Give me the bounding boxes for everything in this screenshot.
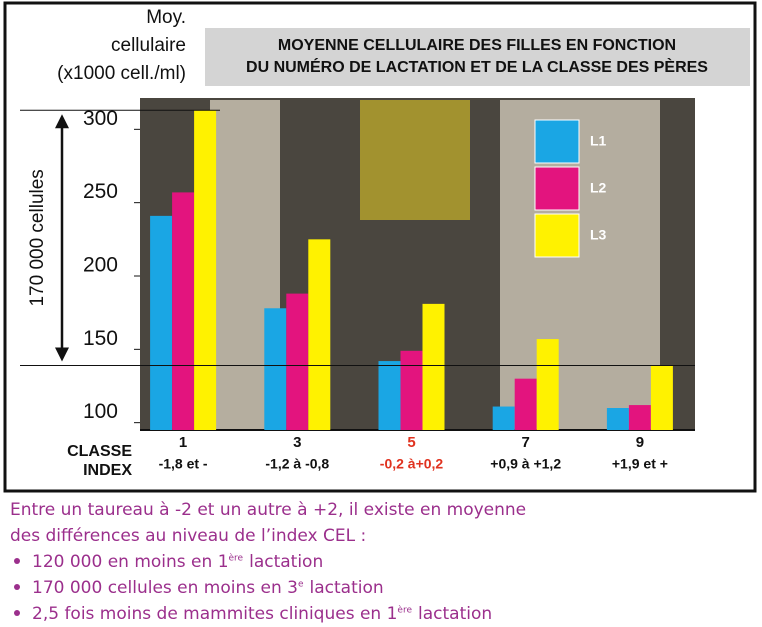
bar (422, 303, 445, 430)
bar (650, 365, 673, 430)
note-sup: ère (397, 605, 412, 616)
note-rest: lactation (309, 578, 384, 598)
legend-swatch (534, 213, 580, 258)
note-rest: lactation (418, 604, 493, 624)
bar (606, 408, 629, 430)
x-tick-label: 1 (179, 434, 187, 451)
bar (492, 406, 515, 430)
x-tick-label: 3 (293, 434, 301, 451)
note-text: 120 000 en moins en 1 (32, 552, 229, 572)
y-axis-label: cellulaire (111, 35, 186, 56)
photo-milking-unit (360, 100, 470, 220)
note-line: des différences au niveau de l’index CEL… (10, 526, 367, 546)
bar (628, 405, 651, 430)
x-tick-sublabel: -1,8 et - (159, 456, 208, 472)
x-tick-label: 7 (522, 434, 530, 451)
legend-label: L2 (590, 180, 607, 196)
chart-title: MOYENNE CELLULAIRE DES FILLES EN FONCTIO… (278, 37, 676, 54)
bar (172, 192, 195, 430)
bullet-dot (14, 583, 20, 590)
legend-swatch (534, 119, 580, 164)
x-tick-label: 9 (636, 434, 644, 451)
note-text: 170 000 cellules en moins en 3 (32, 578, 298, 598)
bar (286, 293, 309, 430)
note-bullet: 2,5 fois moins de mammites cliniques en … (12, 604, 492, 624)
note-rest: lactation (249, 552, 324, 572)
arrow-head (55, 114, 69, 129)
chart-title: DU NUMÉRO DE LACTATION ET DE LA CLASSE D… (246, 57, 708, 76)
x-axis-label: CLASSE (67, 443, 132, 460)
note-sup: e (297, 579, 304, 590)
bar (150, 215, 173, 430)
x-tick-sublabel: +0,9 à +1,2 (490, 456, 561, 472)
legend-swatch (534, 166, 580, 211)
title-box (205, 28, 750, 86)
chart: MOYENNE CELLULAIRE DES FILLES EN FONCTIO… (3, 1, 757, 493)
x-axis-label: INDEX (83, 462, 132, 479)
note-bullet: 170 000 cellules en moins en 3e lactation (12, 578, 384, 598)
bar (378, 361, 401, 430)
note-sup: ère (228, 553, 244, 564)
note-text: 2,5 fois moins de mammites cliniques en … (32, 604, 398, 624)
note-line: Entre un taureau à -2 et un autre à +2, … (10, 500, 527, 520)
bar (514, 378, 537, 430)
range-annotation: 170 000 cellules (27, 169, 48, 306)
y-tick-label: 150 (83, 327, 118, 350)
bar (536, 339, 559, 430)
note-bullet: 120 000 en moins en 1ère lactation (12, 552, 323, 572)
legend-label: L1 (590, 133, 607, 149)
arrow-head (55, 347, 69, 362)
y-axis-label: (x1000 cell./ml) (57, 63, 186, 84)
x-tick-label: 5 (407, 434, 415, 451)
y-tick-label: 300 (83, 107, 118, 130)
y-tick-label: 250 (83, 180, 118, 203)
legend-label: L3 (590, 227, 607, 243)
bar (308, 239, 331, 430)
y-tick-label: 100 (83, 400, 118, 423)
bullet-dot (14, 609, 20, 616)
x-tick-sublabel: +1,9 et + (612, 456, 668, 472)
y-axis-label: Moy. (146, 7, 186, 28)
bullet-dot (14, 557, 20, 564)
x-tick-sublabel: -1,2 à -0,8 (265, 456, 329, 472)
x-tick-sublabel: -0,2 à+0,2 (380, 456, 444, 472)
photo-cow-leg (500, 100, 660, 430)
y-tick-label: 200 (83, 254, 118, 277)
bar (264, 308, 287, 430)
bar (194, 110, 217, 431)
bar (400, 350, 423, 430)
